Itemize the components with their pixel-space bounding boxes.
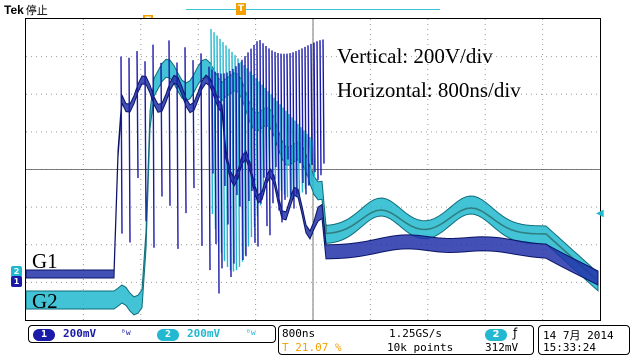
ch2-number: 2 [157,329,179,341]
sample-rate: 1.25GS/s [389,327,442,340]
trigger-level: 312mV [485,341,519,354]
vertical-scale-note: Vertical: 200V/div [337,44,493,68]
acquisition-state: 停止 [25,4,48,17]
g1-label: G1 [32,249,58,273]
ch2-bandwidth-icon: ᴮw [246,328,256,337]
brand-status: Tek 停止 [4,2,48,18]
trigger-position-text: 21.07 % [295,341,342,354]
ch1-number: 1 [33,329,55,341]
trigger-position-icon: T [282,341,296,354]
date-time-readout: 14 7月 2014 15:33:24 [538,325,630,355]
horizontal-scale-note: Horizontal: 800ns/div [337,78,521,102]
timebase-value: 800ns [282,327,316,340]
trigger-slope-icon: ƒ [513,326,518,340]
ch1-waveform [26,39,599,294]
ch1-bandwidth-icon: ᴮw [121,328,131,337]
g2-label: G2 [32,289,58,313]
scope-readout-bar: 1 200mV ᴮw 2 200mV ᴮw 800ns T 21.07 % 1.… [0,321,631,355]
record-length: 10k points [387,341,454,354]
ch2-scale: 200mV [187,327,221,340]
time: 15:33:24 [543,341,596,354]
timebase-readout[interactable]: 800ns T 21.07 % 1.25GS/s 10k points 2 ƒ … [278,325,534,355]
waveform-canvas [26,19,600,320]
ch2-ground-marker[interactable]: 2 [11,266,22,277]
ch1-scale: 200mV [63,327,97,340]
trigger-position-marker[interactable]: T [236,3,246,15]
trigger-position-value: T 21.07 % [282,341,342,354]
channel-readouts[interactable]: 1 200mV ᴮw 2 200mV ᴮw [28,325,276,343]
date: 14 7月 2014 [543,329,614,342]
trigger-position-bar [186,9,440,10]
trigger-level-arrow-icon[interactable]: ◀ [596,208,604,219]
ch1-ground-marker[interactable]: 1 [11,276,22,287]
brand-logo: Tek [4,3,24,17]
waveform-display [25,18,601,321]
trigger-channel: 2 [485,329,507,341]
